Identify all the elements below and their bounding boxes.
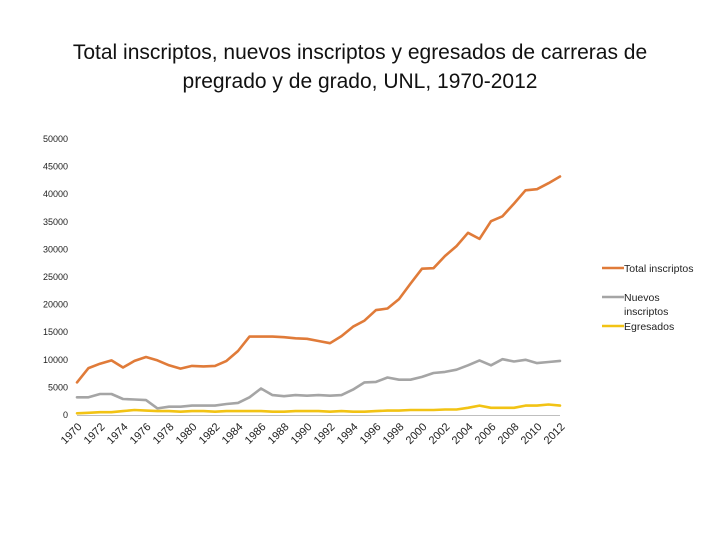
chart-title: Total inscriptos, nuevos inscriptos y eg… [72,41,648,93]
y-tick-label: 0 [63,410,68,420]
x-tick-label: 1994 [335,421,361,447]
x-tick-label: 2010 [519,421,545,447]
x-axis: 1970197219741976197819801982198419861988… [59,415,568,447]
x-tick-label: 2012 [542,421,568,447]
x-tick-label: 1984 [220,421,246,447]
y-tick-label: 45000 [43,162,68,172]
x-tick-label: 1980 [174,421,200,447]
x-tick-label: 1992 [312,421,338,447]
series-line-1 [75,357,562,410]
y-tick-label: 40000 [43,189,68,199]
x-tick-label: 1986 [243,421,269,447]
x-tick-label: 1970 [59,421,85,447]
y-tick-label: 15000 [43,327,68,337]
legend: Total inscriptos Nuevos inscriptos Egresado… [602,263,693,333]
x-tick-label: 1988 [266,421,292,447]
y-tick-label: 30000 [43,244,68,254]
y-tick-label: 10000 [43,355,68,365]
x-tick-label: 2004 [450,421,476,447]
y-tick-label: 25000 [43,272,68,282]
x-tick-label: 2008 [496,421,522,447]
x-tick-label: 2006 [473,421,499,447]
y-axis: 0 5000 10000 15000 20000 25000 30000 35000 40000… [43,134,68,420]
x-tick-label: 1976 [128,421,154,447]
x-tick-label: 1972 [82,421,108,447]
x-tick-label: 1974 [105,421,131,447]
y-tick-label: 50000 [43,134,68,144]
y-tick-label: 35000 [43,217,68,227]
x-tick-label: 1978 [151,421,177,447]
legend-label: Nuevos inscriptos [624,292,668,318]
legend-label: Egresados [624,321,674,333]
series-line-0 [75,175,562,384]
y-tick-label: 20000 [43,300,68,310]
legend-label: Total inscriptos [624,263,693,275]
x-tick-label: 1990 [289,421,315,447]
y-tick-label: 5000 [48,382,68,392]
series-lines [75,175,562,415]
x-tick-label: 2000 [404,421,430,447]
x-tick-label: 1982 [197,421,223,447]
x-tick-label: 1996 [358,421,384,447]
series-line-2 [75,403,562,415]
x-tick-label: 2002 [427,421,453,447]
x-tick-label: 1998 [381,421,407,447]
